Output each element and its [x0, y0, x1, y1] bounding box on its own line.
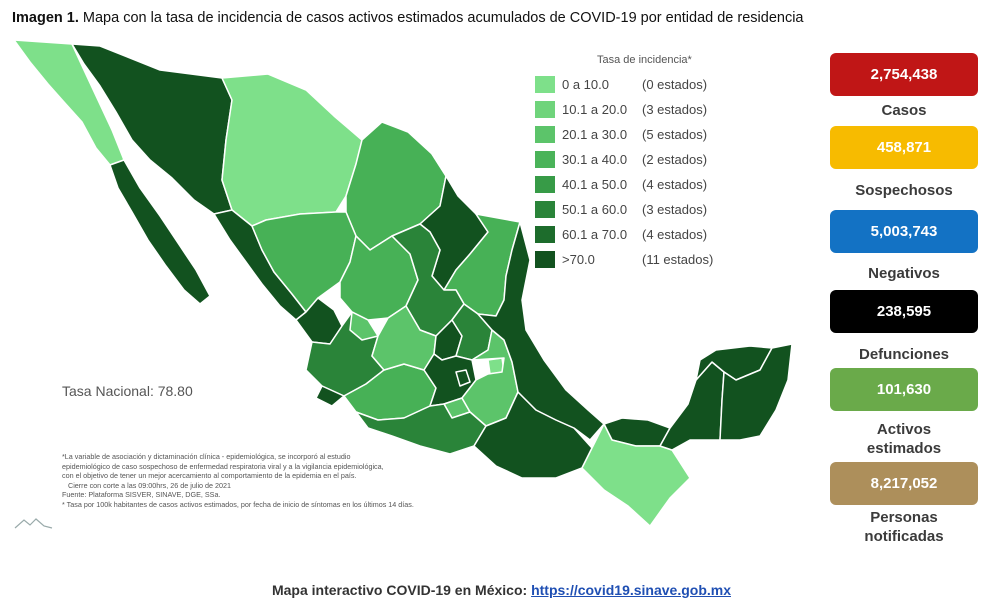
legend-count: (4 estados) [642, 177, 708, 192]
state-quintana-roo[interactable] [719, 343, 793, 441]
legend-range: 0 a 10.0 [562, 77, 609, 92]
title-prefix: Imagen 1. [12, 10, 79, 26]
state-chihuahua[interactable] [221, 73, 363, 227]
legend-swatch [535, 176, 555, 193]
legend-range: 10.1 a 20.0 [562, 102, 628, 117]
state-aguascalientes[interactable] [349, 311, 379, 341]
legend-count: (3 estados) [642, 202, 708, 217]
footnote-line: *La variable de asociación y dictaminaci… [62, 452, 351, 461]
state-baja-california-sur[interactable] [109, 159, 211, 305]
page-title: Imagen 1. Mapa con la tasa de incidencia… [12, 10, 804, 26]
stat-label: Activos estimados [866, 421, 942, 457]
state-cdmx[interactable] [455, 369, 471, 387]
legend-swatch [535, 126, 555, 143]
legend-row: 20.1 a 30.0 (5 estados) [535, 122, 735, 147]
footnote-line: con el objetivo de tener un mejor acerca… [62, 471, 357, 481]
legend-count: (0 estados) [642, 77, 708, 92]
legend-row: 60.1 a 70.0 (4 estados) [535, 222, 735, 247]
footnote-line: Cierre con corte a las 09:00hrs, 26 de j… [68, 480, 232, 490]
stat-value-box: 238,595 [830, 290, 978, 333]
legend-row: 0 a 10.0 (0 estados) [535, 72, 735, 97]
state-colima[interactable] [315, 385, 345, 407]
stat-value-box: 458,871 [830, 126, 978, 169]
legend-range: 20.1 a 30.0 [562, 127, 628, 142]
footnote-line: * Tasa por 100k habitantes de casos acti… [62, 499, 414, 509]
stat-label: Casos [881, 102, 927, 119]
interactive-map-link[interactable]: https://covid19.sinave.gob.mx [531, 582, 731, 598]
stat-label: Sospechosos [855, 182, 953, 199]
legend-swatch [535, 251, 555, 268]
legend-count: (3 estados) [642, 102, 708, 117]
legend-row: 10.1 a 20.0 (3 estados) [535, 97, 735, 122]
legend-range: 40.1 a 50.0 [562, 177, 628, 192]
legend-count: (4 estados) [642, 227, 708, 242]
stat-value-box: 8,217,052 [830, 462, 978, 505]
legend-range: 50.1 a 60.0 [562, 202, 628, 217]
stat-label: Negativos [868, 265, 940, 282]
legend-title: Tasa de incidencia* [597, 54, 692, 66]
footnote: *La variable de asociación y dictaminaci… [62, 452, 492, 510]
legend-range: 30.1 a 40.0 [562, 152, 628, 167]
legend-swatch [535, 76, 555, 93]
state-chiapas[interactable] [581, 423, 691, 527]
legend-swatch [535, 101, 555, 118]
mexico-map[interactable] [0, 28, 800, 548]
bottom-text: Mapa interactivo COVID-19 en México: [271, 582, 532, 598]
stat-value-box: 101,630 [830, 368, 978, 411]
title-text: Mapa con la tasa de incidencia de casos … [78, 10, 804, 26]
tasa-nacional: Tasa Nacional: 78.80 [62, 383, 193, 399]
legend-count: (11 estados) [642, 252, 714, 267]
stat-value-box: 5,003,743 [830, 210, 978, 253]
footnote-line: epidemiológico de caso sospechoso de enf… [62, 461, 384, 471]
legend-row: >70.0 (11 estados) [535, 247, 735, 272]
legend-range: 60.1 a 70.0 [562, 227, 628, 242]
legend-count: (2 estados) [642, 152, 708, 167]
footnote-line: Fuente: Plataforma SISVER, SINAVE, DGE, … [62, 490, 221, 500]
state-guerrero[interactable] [355, 403, 487, 455]
stat-value-box: 2,754,438 [830, 53, 978, 96]
state-veracruz[interactable] [477, 221, 605, 441]
legend-swatch [535, 201, 555, 218]
map-legend: Tasa de incidencia* 0 a 10.0 (0 estados) 1… [535, 54, 735, 272]
legend-row: 40.1 a 50.0 (4 estados) [535, 172, 735, 197]
mountain-logo-icon [14, 518, 53, 529]
state-campeche[interactable] [659, 361, 725, 451]
stat-label: Defunciones [858, 346, 949, 363]
legend-row: 30.1 a 40.0 (2 estados) [535, 147, 735, 172]
stat-label: Personas notificadas [864, 509, 944, 545]
legend-swatch [535, 226, 555, 243]
legend-count: (5 estados) [642, 127, 708, 142]
legend-swatch [535, 151, 555, 168]
bottom-link-line: Mapa interactivo COVID-19 en México: htt… [0, 582, 1003, 598]
legend-row: 50.1 a 60.0 (3 estados) [535, 197, 735, 222]
legend-range: >70.0 [562, 252, 595, 267]
